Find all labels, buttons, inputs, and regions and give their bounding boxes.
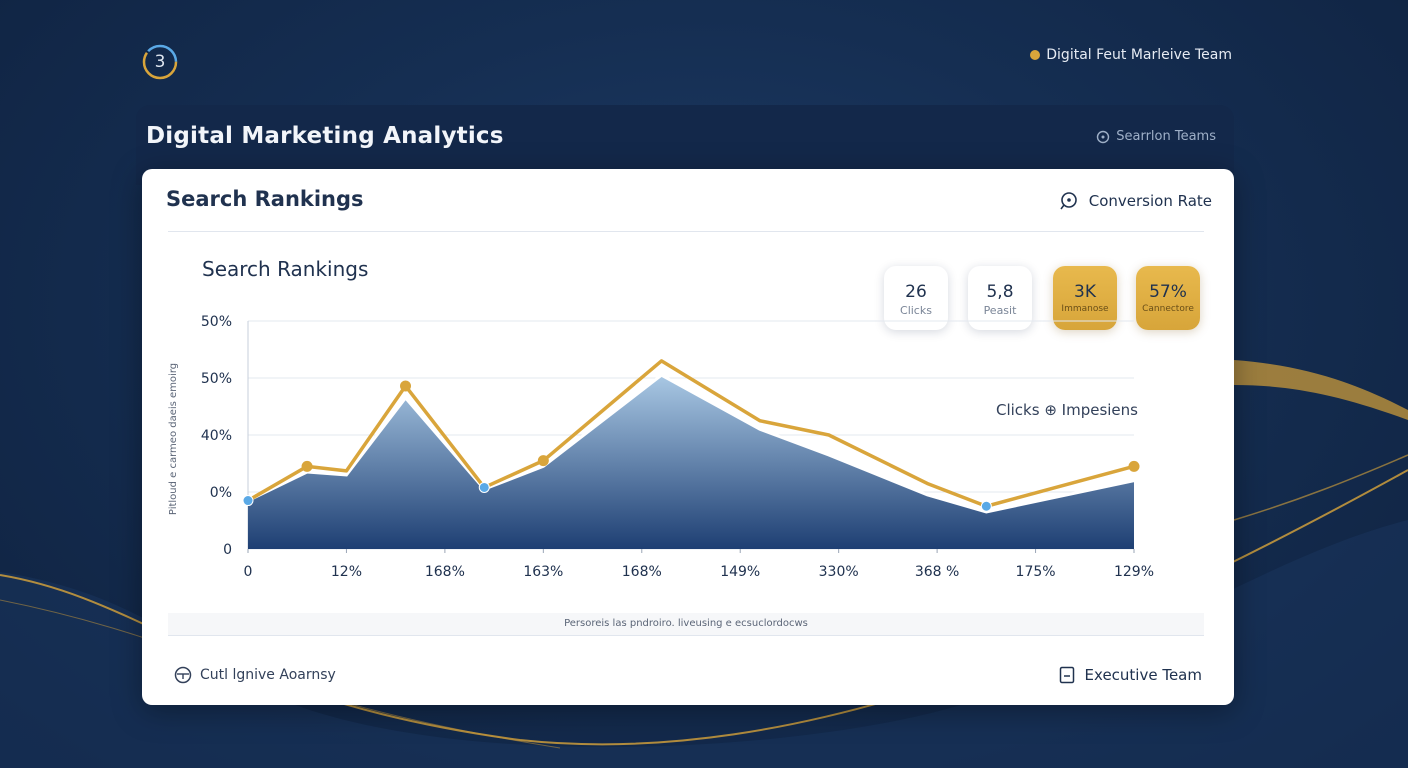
data-point — [980, 500, 992, 512]
search-icon — [1097, 130, 1110, 143]
data-point — [400, 380, 412, 392]
x-tick-label: 168% — [425, 564, 465, 580]
area-series — [248, 375, 1134, 549]
kpi-value: 3K — [1074, 282, 1096, 302]
data-point — [537, 455, 549, 467]
card-title: Search Rankings — [166, 187, 364, 211]
footer-left-link[interactable]: Cutl lgnive Aoarnsy — [174, 666, 336, 684]
logo-number: 3 — [154, 52, 166, 72]
x-tick-label: 330% — [819, 564, 859, 580]
logo-badge[interactable]: 3 — [142, 44, 178, 80]
data-point — [478, 481, 490, 493]
y-tick-label: 40% — [201, 428, 232, 444]
kpi-value: 26 — [905, 282, 927, 302]
data-point — [242, 495, 254, 507]
area-edge — [247, 373, 1135, 514]
footer-left-label: Cutl lgnive Aoarnsy — [200, 667, 336, 683]
footer-right-label: Executive Team — [1084, 666, 1202, 684]
x-tick-label: 12% — [331, 564, 362, 580]
kpi-label: Peasit — [983, 304, 1017, 317]
x-tick-label: 175% — [1016, 564, 1056, 580]
page-title: Digital Marketing Analytics — [146, 123, 504, 149]
circle-ring-icon — [142, 44, 178, 80]
kpi-immanose[interactable]: 3K Immanose — [1053, 266, 1117, 330]
x-tick-label: 129% — [1114, 564, 1154, 580]
kpi-label: Immanose — [1061, 304, 1109, 314]
y-tick-label: 50% — [201, 314, 232, 330]
rankings-card: Search Rankings Conversion Rate Search R… — [142, 169, 1234, 705]
conversion-rate-label: Conversion Rate — [1088, 192, 1212, 210]
clock-icon — [174, 666, 192, 684]
kpi-peasit[interactable]: 5,8 Peasit — [968, 266, 1032, 330]
team-label: Digital Feut Marleive Team — [1046, 47, 1232, 63]
chart-title: Search Rankings — [202, 257, 369, 281]
kpi-value: 5,8 — [986, 282, 1014, 302]
search-icon — [1060, 192, 1077, 210]
header-search-link[interactable]: Searrlon Teams — [1096, 129, 1216, 144]
chart-legend: Clicks ⊕ Impesiens — [996, 401, 1138, 419]
data-point — [301, 460, 313, 472]
x-tick-label: 368 % — [915, 564, 959, 580]
kpi-value: 57% — [1149, 282, 1187, 302]
kpi-label: Clicks — [900, 304, 932, 317]
line-series — [247, 359, 1135, 508]
line-area-chart: 50% 50% 40% 0% 00 12% 168% 163% 168% 149% 330% 368 … — [168, 314, 1154, 580]
header-right-label: Searrlon Teams — [1116, 129, 1216, 144]
kpi-clicks[interactable]: 26 Clicks — [884, 266, 948, 330]
kpi-label: Cannectore — [1142, 304, 1194, 314]
document-icon — [1059, 666, 1074, 684]
conversion-rate-link[interactable]: Conversion Rate — [1059, 191, 1212, 211]
x-tick-label: 0 — [244, 564, 253, 580]
y-tick-label: 50% — [201, 371, 232, 387]
divider — [168, 231, 1204, 232]
x-tick-label: 168% — [622, 564, 662, 580]
kpi-cannectore[interactable]: 57% Cannectore — [1136, 266, 1200, 330]
divider — [168, 635, 1204, 636]
chart-footnote: Persoreis las pndroiro. liveusing e ecsu… — [168, 613, 1204, 635]
status-dot-icon — [1030, 50, 1041, 60]
x-tick-label: 149% — [720, 564, 760, 580]
executive-team-link[interactable]: Executive Team — [1059, 666, 1202, 684]
team-indicator[interactable]: Digital Feut Marleive Team — [1030, 47, 1232, 63]
y-axis-label: Pitloud e carmeo daeis emoirg — [168, 363, 179, 515]
y-tick-label: 0 — [223, 542, 232, 558]
x-tick-label: 163% — [523, 564, 563, 580]
data-point — [1128, 460, 1140, 472]
y-tick-label: 0% — [210, 485, 232, 501]
